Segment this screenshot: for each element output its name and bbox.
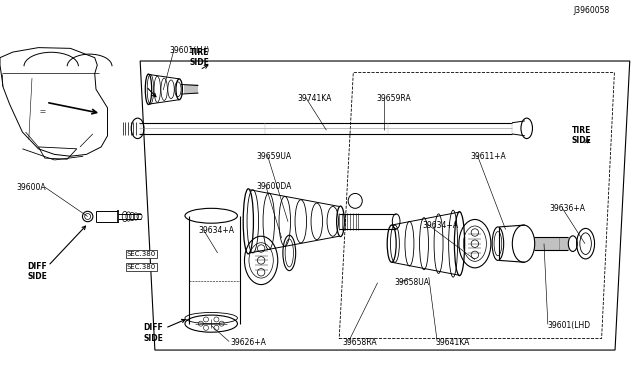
Text: 39601(LHD: 39601(LHD [547,321,590,330]
Text: 39626+A: 39626+A [230,338,266,347]
Text: 39634+A: 39634+A [422,221,458,230]
Text: 39600DA: 39600DA [256,182,291,190]
Text: 39611+A: 39611+A [470,152,506,161]
Text: SEC.380: SEC.380 [127,251,156,257]
Text: 39641KA: 39641KA [435,338,470,347]
Text: 39741KA: 39741KA [298,94,332,103]
Text: DIFF
SIDE: DIFF SIDE [143,323,164,343]
Text: TIRE
SIDE: TIRE SIDE [189,48,210,67]
Text: TIRE
SIDE: TIRE SIDE [571,126,591,145]
Text: 39601(LH): 39601(LH) [170,46,210,55]
Text: 39634+A: 39634+A [198,226,234,235]
Text: DIFF
SIDE: DIFF SIDE [27,262,47,281]
Text: 39658UA: 39658UA [395,278,430,287]
Text: 39659RA: 39659RA [376,94,411,103]
Text: 39658RA: 39658RA [342,338,377,347]
Text: 39600A: 39600A [16,183,45,192]
Text: J3960058: J3960058 [573,6,609,15]
Text: 39659UA: 39659UA [256,152,291,161]
Text: SEC.380: SEC.380 [127,264,156,270]
Text: 39636+A: 39636+A [549,204,585,213]
